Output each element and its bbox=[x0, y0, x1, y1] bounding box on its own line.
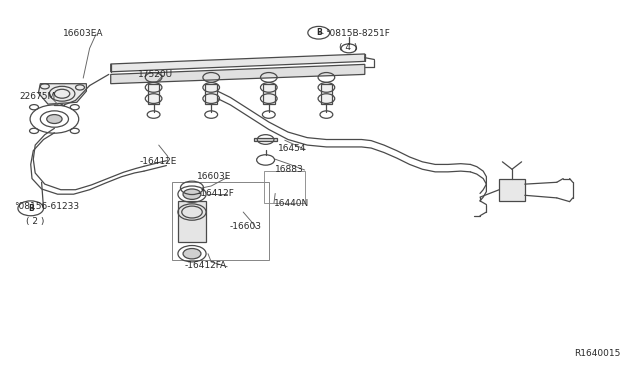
Circle shape bbox=[183, 189, 201, 199]
Text: -16412E: -16412E bbox=[140, 157, 177, 166]
Polygon shape bbox=[148, 84, 159, 104]
Polygon shape bbox=[178, 201, 206, 242]
Text: ( 2 ): ( 2 ) bbox=[26, 217, 44, 226]
Text: 16603EA: 16603EA bbox=[63, 29, 103, 38]
Circle shape bbox=[183, 248, 201, 259]
Text: ( 4 ): ( 4 ) bbox=[339, 43, 358, 52]
Text: -16603: -16603 bbox=[229, 222, 261, 231]
Text: -16412F: -16412F bbox=[197, 189, 234, 198]
Text: -16412FA: -16412FA bbox=[184, 262, 227, 270]
Text: B: B bbox=[316, 28, 321, 37]
Polygon shape bbox=[111, 64, 365, 84]
Text: R1640015: R1640015 bbox=[575, 349, 621, 358]
Text: B: B bbox=[28, 204, 33, 213]
Polygon shape bbox=[499, 179, 525, 201]
Text: 16603E: 16603E bbox=[197, 172, 232, 181]
Polygon shape bbox=[321, 84, 332, 104]
Circle shape bbox=[47, 115, 62, 124]
Text: 22675M: 22675M bbox=[19, 92, 56, 101]
Text: 16440N: 16440N bbox=[274, 199, 309, 208]
Polygon shape bbox=[111, 54, 365, 72]
Polygon shape bbox=[263, 84, 275, 104]
Text: °08156-61233: °08156-61233 bbox=[14, 202, 79, 211]
Text: 17520U: 17520U bbox=[138, 70, 173, 79]
Polygon shape bbox=[205, 84, 217, 104]
Text: °0815B-8251F: °0815B-8251F bbox=[325, 29, 390, 38]
Polygon shape bbox=[254, 138, 277, 141]
Text: 16454: 16454 bbox=[278, 144, 307, 153]
Polygon shape bbox=[38, 84, 86, 104]
Text: 16883: 16883 bbox=[275, 165, 304, 174]
